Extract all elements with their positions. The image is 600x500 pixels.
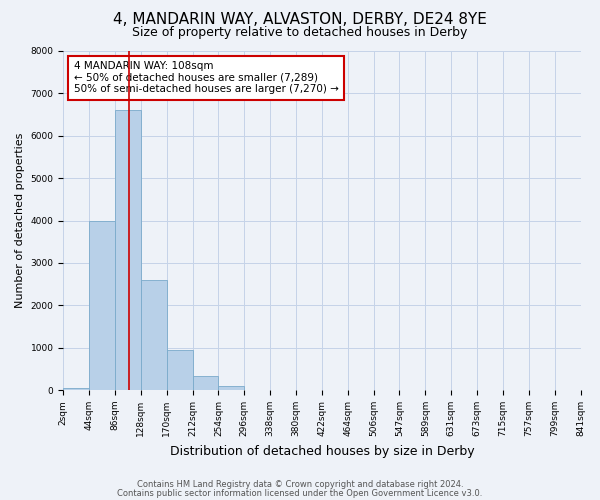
Bar [63, 388, 89, 390]
Bar [167, 350, 193, 390]
Bar [115, 110, 141, 390]
Text: 4, MANDARIN WAY, ALVASTON, DERBY, DE24 8YE: 4, MANDARIN WAY, ALVASTON, DERBY, DE24 8… [113, 12, 487, 28]
Text: Size of property relative to detached houses in Derby: Size of property relative to detached ho… [133, 26, 467, 39]
Bar [218, 386, 244, 390]
Bar [141, 280, 167, 390]
Text: Contains HM Land Registry data © Crown copyright and database right 2024.: Contains HM Land Registry data © Crown c… [137, 480, 463, 489]
Y-axis label: Number of detached properties: Number of detached properties [15, 133, 25, 308]
Text: 4 MANDARIN WAY: 108sqm
← 50% of detached houses are smaller (7,289)
50% of semi-: 4 MANDARIN WAY: 108sqm ← 50% of detached… [74, 61, 338, 94]
Text: Contains public sector information licensed under the Open Government Licence v3: Contains public sector information licen… [118, 489, 482, 498]
Bar [89, 220, 115, 390]
X-axis label: Distribution of detached houses by size in Derby: Distribution of detached houses by size … [170, 444, 474, 458]
Bar [193, 376, 218, 390]
